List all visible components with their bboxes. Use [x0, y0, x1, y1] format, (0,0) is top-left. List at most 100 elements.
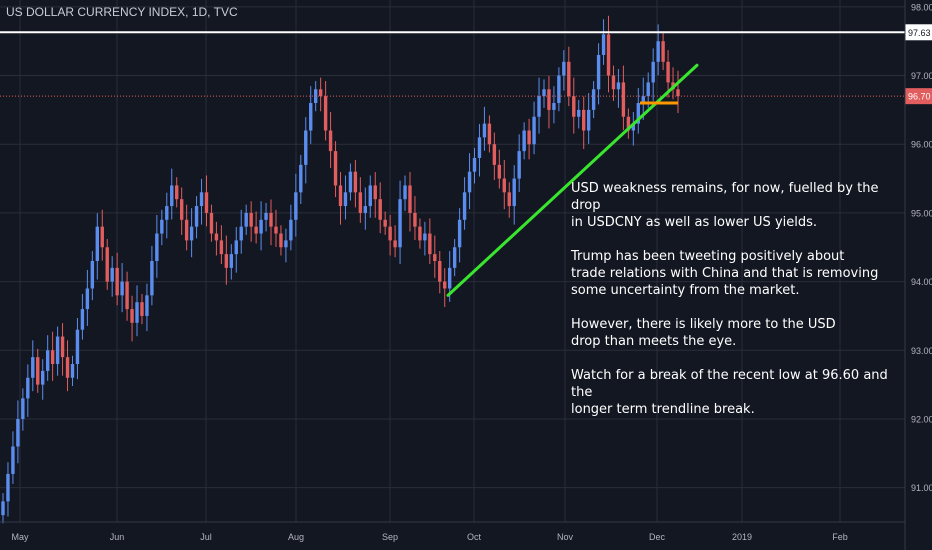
candle-body — [26, 377, 30, 399]
candle-body — [115, 267, 119, 296]
y-tick-label: 96.00 — [911, 140, 932, 150]
candle-body — [110, 267, 114, 282]
candle-body — [140, 302, 144, 316]
candle-body — [289, 219, 293, 241]
chart-overlays: 97.63 96.70 — [0, 24, 932, 297]
candle-body — [150, 261, 154, 296]
candle-body — [160, 219, 164, 234]
candle-body — [219, 240, 224, 255]
candle-body — [189, 226, 194, 241]
candle-body — [184, 219, 189, 241]
candle-body — [165, 206, 169, 220]
candle-body — [472, 157, 477, 172]
candle-body — [502, 178, 506, 193]
chart-title: US DOLLAR CURRENCY INDEX, 1D, TVC — [6, 5, 238, 19]
candle-body — [413, 212, 417, 227]
candle-body — [70, 364, 75, 378]
last-price-tag — [905, 88, 932, 105]
y-tick-label: 91.00 — [911, 483, 932, 493]
candle-body — [199, 192, 204, 207]
candle-body — [447, 267, 452, 289]
candle-body — [31, 357, 35, 378]
candle-body — [537, 96, 541, 117]
candle-body — [50, 350, 55, 365]
candle-body — [418, 226, 422, 241]
candle-body — [224, 254, 229, 268]
candle-body — [433, 254, 437, 261]
candle-body — [616, 82, 621, 90]
candle-body — [542, 89, 546, 97]
candle-body — [378, 199, 382, 220]
note-line: However, there is likely more to the USD — [571, 317, 836, 332]
note-paragraph-1: USD weakness remains, for now, fuelled b… — [571, 180, 901, 231]
candle-body — [105, 247, 109, 282]
candle-body — [646, 82, 650, 97]
note-line: Watch for a break of the recent low at 9… — [571, 368, 888, 400]
candle-body — [229, 254, 234, 268]
y-tick-label: 98.00 — [911, 2, 932, 12]
candle-body — [562, 61, 566, 76]
candle-body — [343, 192, 348, 207]
y-tick-label: 95.00 — [911, 208, 932, 218]
x-tick-label: Jul — [200, 532, 212, 542]
candle-body — [338, 185, 343, 207]
candle-body — [517, 151, 521, 179]
candle-body — [408, 185, 412, 213]
candle-body — [572, 96, 576, 117]
candle-body — [532, 116, 536, 145]
candle-body — [318, 89, 323, 97]
candle-body — [333, 151, 338, 186]
note-line: longer term trendline break. — [571, 402, 755, 417]
candle-body — [636, 103, 640, 124]
note-line: USD weakness remains, for now, fuelled b… — [571, 181, 879, 213]
candle-body — [527, 130, 531, 145]
candle-body — [438, 261, 442, 282]
candle-body — [373, 185, 377, 200]
note-line: drop than meets the eye. — [571, 334, 737, 349]
resistance-price-label: 97.63 — [908, 28, 931, 38]
candle-body — [249, 212, 253, 227]
candle-body — [477, 137, 482, 158]
candle-body — [194, 206, 199, 227]
candle-body — [85, 288, 90, 310]
candle-body — [611, 75, 616, 90]
candle-body — [567, 61, 571, 97]
candle-body — [621, 82, 626, 117]
candle-body — [467, 171, 472, 193]
candle-body — [36, 357, 40, 385]
note-paragraph-3: However, there is likely more to the USD… — [571, 316, 901, 350]
x-tick-label: Feb — [832, 532, 848, 542]
candle-body — [492, 144, 497, 165]
candle-body — [651, 61, 655, 83]
note-line: some uncertainty from the market. — [571, 283, 800, 298]
x-tick-label: Aug — [288, 532, 304, 542]
x-tick-label: Oct — [467, 532, 482, 542]
candle-body — [16, 418, 20, 447]
candle-body — [581, 109, 586, 131]
candle-body — [487, 123, 492, 145]
candle-body — [175, 185, 179, 200]
candle-body — [631, 123, 636, 131]
x-tick-label: Nov — [557, 532, 574, 542]
candle-body — [145, 295, 149, 316]
candle-body — [214, 233, 219, 241]
candle-body — [264, 212, 268, 220]
candle-body — [294, 192, 298, 220]
candle-body — [234, 240, 238, 255]
candle-body — [209, 212, 214, 234]
candle-body — [45, 350, 50, 371]
y-tick-label: 94.00 — [911, 277, 932, 287]
candle-body — [626, 116, 631, 131]
candle-body — [676, 89, 680, 97]
candle-body — [41, 370, 45, 385]
y-tick-label: 97.00 — [911, 71, 932, 81]
candle-body — [130, 309, 134, 323]
candle-body — [368, 185, 372, 207]
note-paragraph-2: Trump has been tweeting positively about… — [571, 248, 901, 299]
candle-body — [309, 103, 313, 131]
note-line: trade relations with China and that is r… — [571, 266, 879, 281]
candle-body — [125, 281, 129, 310]
candle-body — [393, 240, 397, 248]
